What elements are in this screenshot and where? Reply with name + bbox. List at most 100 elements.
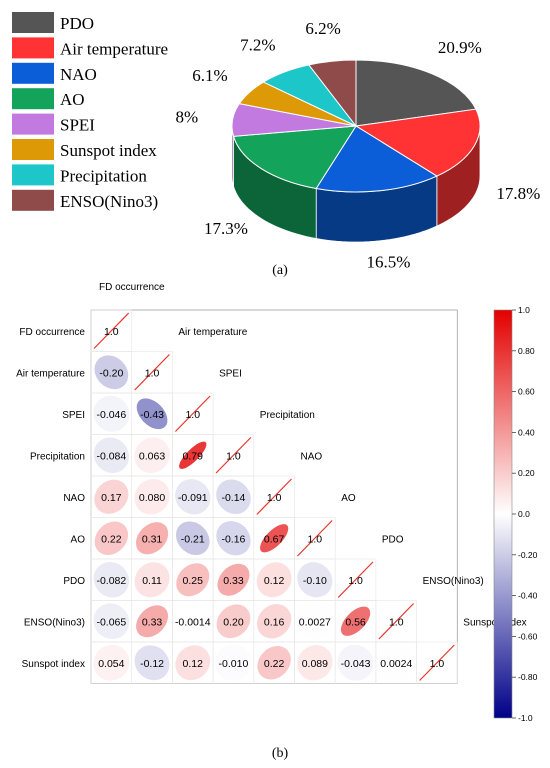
correlation-ellipse <box>176 563 210 597</box>
correlation-ellipse <box>136 605 169 638</box>
correlation-ellipse <box>175 645 211 681</box>
pie-value-labels: 20.9% 17.8% 16.5% 17.3% 8% 6.1% 7.2% 6.2% <box>175 19 540 272</box>
correlation-ellipse <box>134 479 170 515</box>
row-label: Air temperature <box>16 368 85 379</box>
correlation-value: 0.0027 <box>299 616 331 628</box>
correlation-value: 0.17 <box>101 492 122 504</box>
diagonal-value: 1.0 <box>389 616 404 628</box>
colorbar-tick-label: -0.20 <box>518 550 538 560</box>
colorbar-tick-label: -1.0 <box>518 713 533 723</box>
diagonal-slash <box>134 354 170 391</box>
correlation-value: 0.080 <box>139 492 165 504</box>
correlation-value: -0.084 <box>96 450 126 462</box>
diagonal-value: 1.0 <box>226 450 241 462</box>
colorbar-bar <box>493 309 513 719</box>
legend-swatch <box>12 88 54 110</box>
correlation-grid <box>90 309 458 684</box>
diagonal-slash <box>174 395 211 432</box>
legend-label: SPEI <box>60 116 95 135</box>
pie-slice <box>308 59 357 128</box>
pie-slice <box>355 59 477 127</box>
pie-chart-panel: PDO Air temperature NAO AO SPEI Sunspot index… <box>12 12 540 278</box>
correlation-ellipse <box>93 562 130 598</box>
diagonal-slash <box>256 478 292 515</box>
column-label: Air temperature <box>178 327 247 338</box>
legend-label: Precipitation <box>60 166 147 185</box>
correlation-ellipse <box>216 521 251 556</box>
correlation-ellipse <box>93 603 130 640</box>
correlation-ellipse <box>215 644 252 682</box>
pie-value-label: 17.8% <box>496 184 540 203</box>
diagonal-slash <box>419 644 455 681</box>
correlation-value: -0.065 <box>96 616 126 628</box>
row-label: SPEI <box>62 410 85 421</box>
correlation-ellipse <box>296 602 334 640</box>
correlation-ellipse <box>93 395 130 432</box>
colorbar-tick-label: 0.80 <box>518 346 535 356</box>
pie-value-label: 20.9% <box>438 38 482 57</box>
correlation-ellipse <box>94 521 129 555</box>
row-label: AO <box>71 534 86 545</box>
correlation-value: -0.16 <box>221 533 245 545</box>
column-label: ENSO(Nino3) <box>423 576 484 587</box>
pie-value-label: 8% <box>175 108 198 127</box>
correlation-value: -0.10 <box>303 575 327 587</box>
correlation-ellipse <box>134 645 170 681</box>
correlation-value: 0.22 <box>101 533 122 545</box>
correlation-value: 0.054 <box>98 658 124 670</box>
colorbar-tick-label: 0.40 <box>518 427 535 437</box>
diagonal-slash <box>337 561 374 598</box>
pie-value-label: 17.3% <box>204 219 248 238</box>
legend-swatch <box>12 113 54 135</box>
correlation-matrix-panel: FD occurrence Air temperature SPEI Precipit… <box>16 282 538 761</box>
correlation-value: -0.091 <box>178 492 208 504</box>
correlation-value: 0.79 <box>183 450 204 462</box>
correlation-value: 0.12 <box>264 575 285 587</box>
correlation-ellipse <box>175 479 211 515</box>
legend-swatch <box>12 164 54 186</box>
column-label: PDO <box>382 534 404 545</box>
correlation-ellipse <box>337 644 374 681</box>
correlation-ellipse <box>174 602 212 640</box>
correlation-ellipse <box>257 604 292 639</box>
correlation-value: -0.010 <box>219 658 249 670</box>
diagonal-value: 1.0 <box>267 492 282 504</box>
column-label: NAO <box>301 451 323 462</box>
correlation-value: -0.043 <box>341 658 371 670</box>
column-label: Precipitation <box>260 410 315 421</box>
legend-swatch <box>12 37 54 59</box>
correlation-ellipse <box>297 562 333 598</box>
correlation-value: -0.20 <box>99 367 123 379</box>
correlation-ellipse <box>94 355 129 390</box>
correlation-value: -0.43 <box>140 409 164 421</box>
correlation-ellipse <box>257 646 291 680</box>
column-label: FD occurrence <box>99 282 165 293</box>
pie-slice <box>354 108 481 177</box>
correlation-value: 0.33 <box>223 575 244 587</box>
diagonal-value: 1.0 <box>348 575 363 587</box>
correlation-ellipse <box>135 522 169 555</box>
correlation-value: 0.67 <box>264 533 285 545</box>
colorbar-tick-label: 0.60 <box>518 387 535 397</box>
correlation-ellipse <box>297 645 333 681</box>
correlation-ellipse <box>93 644 130 681</box>
correlation-value: 0.33 <box>142 616 163 628</box>
diagonal-slash <box>93 312 130 349</box>
correlation-ellipse <box>217 563 250 596</box>
matrix-cell-border <box>416 641 458 684</box>
diagonal-value: 1.0 <box>430 658 445 670</box>
diagonal-value: 1.0 <box>308 533 323 545</box>
diagonal-slash <box>297 520 333 557</box>
row-label: ENSO(Nino3) <box>24 617 85 628</box>
pie-chart <box>231 59 481 243</box>
correlation-cells: 1.0 -0.20 1.0 -0.046 -0.43 1.0 -0.084 0.063 0.79… <box>93 312 455 682</box>
pie-slice <box>232 125 357 190</box>
correlation-value: -0.21 <box>181 533 205 545</box>
panel-b-label: (b) <box>272 746 289 761</box>
correlation-ellipse <box>340 606 371 636</box>
legend-swatch <box>12 12 54 33</box>
correlation-ellipse <box>134 437 170 474</box>
colorbar-tick-label: -0.80 <box>518 672 538 682</box>
colorbar-tick-label: -0.60 <box>518 631 538 641</box>
